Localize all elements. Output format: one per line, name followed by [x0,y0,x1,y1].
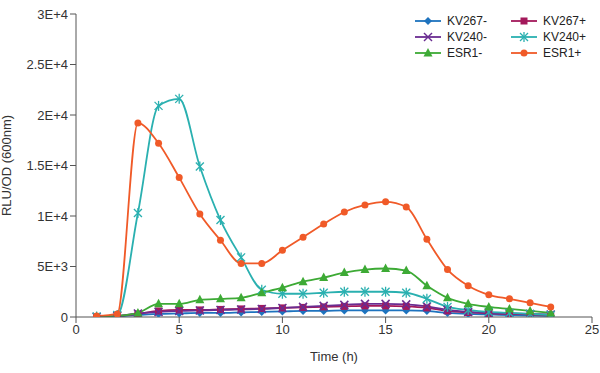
html-text:ESR1+: ESR1+ [543,46,582,60]
svg-text:15: 15 [378,322,392,337]
svg-text:0: 0 [61,310,68,325]
svg-text:Time (h): Time (h) [310,349,358,364]
svg-text:RLU/OD (600nm): RLU/OD (600nm) [8,115,14,216]
svg-text:10: 10 [275,322,289,337]
html-text:KV267+: KV267+ [543,14,586,28]
svg-text:25: 25 [585,322,592,337]
html-text:ESR1-: ESR1- [446,46,483,60]
html-text:KV267-: KV267- [446,14,487,28]
html-text:KV240+: KV240+ [543,30,586,44]
svg-text:0: 0 [72,322,79,337]
svg-text:5E+3: 5E+3 [37,259,68,274]
svg-text:2E+4: 2E+4 [37,108,68,123]
svg-text:1.5E+4: 1.5E+4 [26,158,68,173]
svg-text:20: 20 [482,322,496,337]
svg-text:2.5E+4: 2.5E+4 [26,57,68,72]
html-text:KV240-: KV240- [446,30,487,44]
svg-text:5: 5 [176,322,183,337]
svg-text:1E+4: 1E+4 [37,209,68,224]
svg-text:3E+4: 3E+4 [37,7,68,22]
